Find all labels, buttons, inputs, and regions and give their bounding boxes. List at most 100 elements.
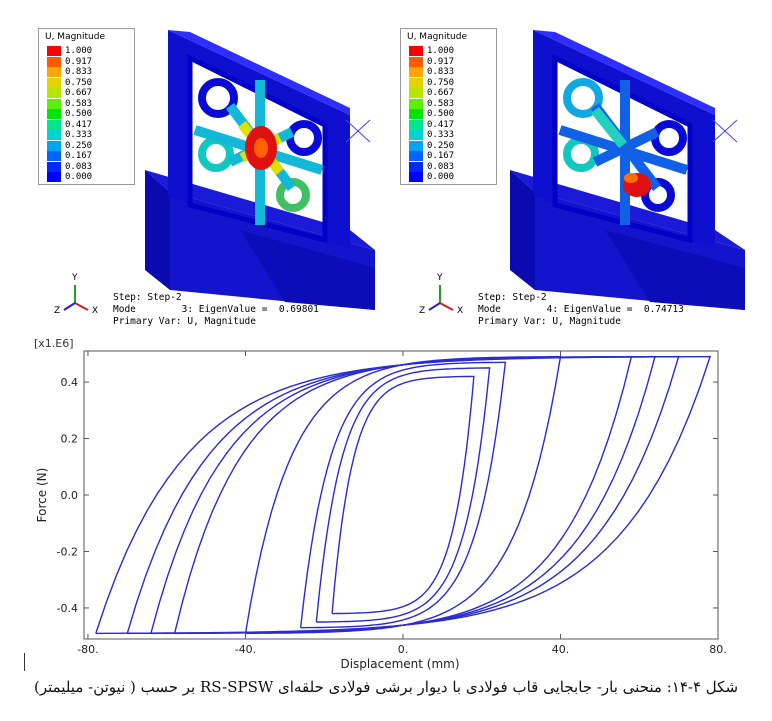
legend-entry: 0.750 <box>409 77 455 89</box>
legend-value: 0.833 <box>65 67 93 78</box>
legend-entry: 0.833 <box>409 67 454 78</box>
variable-info: Primary Var: U, Magnitude <box>478 316 621 327</box>
legend-entry: 0.417 <box>47 119 93 131</box>
hysteresis-chart: [x1.E6] -80. -40. 0. 40. 80. 0.4 0.2 0.0 -0.2 -0… <box>34 337 727 671</box>
step-info: Step: Step-2 <box>478 292 547 303</box>
legend-entry: 1.000 <box>47 46 92 57</box>
legend-value: 0.500 <box>65 109 93 120</box>
legend-swatch <box>409 67 423 78</box>
legend-swatch <box>409 46 423 57</box>
legend-entry: 0.333 <box>409 130 454 141</box>
legend-value: 0.000 <box>427 172 455 183</box>
legend-swatch <box>47 46 61 57</box>
legend-swatch <box>47 109 61 120</box>
legend-value: 0.417 <box>65 119 93 130</box>
triad-y-label: Y <box>437 273 443 283</box>
legend-swatch <box>409 56 423 67</box>
legend-swatch <box>409 161 423 172</box>
legend-value: 0.833 <box>427 67 455 78</box>
legend-swatch <box>47 77 61 88</box>
triad-x-label: X <box>457 306 464 316</box>
legend-swatch <box>409 151 423 162</box>
legend-entry: 0.417 <box>409 119 455 131</box>
legend-value: 0.583 <box>65 98 93 109</box>
triad-y-label: Y <box>72 273 78 283</box>
legend-entry: 0.583 <box>47 98 93 110</box>
legend-entry: 1.000 <box>409 46 454 57</box>
step-info: Step: Step-2 <box>113 292 182 303</box>
legend-value: 0.667 <box>65 88 93 99</box>
legend-entry: 0.167 <box>47 151 92 162</box>
fem-panel-mode-3: U, Magnitude 1.000 0.917 0.833 0.750 0.667 0.… <box>30 20 390 335</box>
legend-swatch <box>409 88 423 99</box>
legend-value: 0.750 <box>427 77 455 88</box>
legend-entry: 0.500 <box>47 109 92 120</box>
legend-swatch <box>409 172 423 183</box>
legend-value: 0.583 <box>427 98 455 109</box>
legend-value: 0.333 <box>65 130 93 141</box>
hysteresis-loop <box>315 367 491 623</box>
hysteresis-loop <box>173 355 633 635</box>
legend-swatch <box>47 172 61 183</box>
legend-value: 0.083 <box>427 161 455 172</box>
legend-entry: 0.000 <box>409 172 454 183</box>
legend-swatch <box>409 130 423 141</box>
legend-title: U, Magnitude <box>407 32 467 42</box>
fem-panel-mode-4: U, Magnitude 1.000 0.917 0.833 0.750 0.667 0.… <box>395 20 765 335</box>
legend-entry: 0.583 <box>409 98 455 110</box>
x-tick-label: -40. <box>235 643 256 656</box>
legend-mode-3: U, Magnitude 1.000 0.917 0.833 0.750 0.667 0.… <box>38 28 135 185</box>
y-tick-label: -0.4 <box>57 602 78 615</box>
legend-value: 0.667 <box>427 88 455 99</box>
legend-value: 0.333 <box>427 130 455 141</box>
y-tick-label: 0.4 <box>61 376 79 389</box>
legend-entry: 0.083 <box>47 161 93 173</box>
x-tick-label: 0. <box>398 643 409 656</box>
y-axis-label: Force (N) <box>35 468 49 523</box>
mode-info: Mode 3: EigenValue = 0.69801 <box>113 304 319 315</box>
legend-swatch <box>47 56 61 67</box>
legend-value: 0.417 <box>427 119 455 130</box>
legend-entry: 0.917 <box>47 56 93 68</box>
legend-swatch <box>409 119 423 130</box>
fem-model-mode-3 <box>63 30 375 311</box>
y-tick-label: -0.2 <box>57 545 78 558</box>
legend-swatch <box>409 77 423 88</box>
legend-value: 0.917 <box>427 56 455 67</box>
hysteresis-loop <box>126 355 680 635</box>
hysteresis-loop <box>95 355 712 635</box>
legend-value: 0.500 <box>427 109 455 120</box>
legend-swatch <box>47 88 61 99</box>
hysteresis-loop <box>150 355 656 635</box>
legend-swatch <box>47 140 61 151</box>
triad-z-label: Z <box>54 306 61 316</box>
legend-entry: 0.833 <box>47 67 92 78</box>
legend-entry: 0.083 <box>409 161 455 173</box>
x-axis-label: Displacement (mm) <box>340 657 459 671</box>
legend-swatch <box>47 151 61 162</box>
x-tick-label: -80. <box>77 643 98 656</box>
legend-title: U, Magnitude <box>45 32 105 42</box>
triad-z-label: Z <box>419 306 426 316</box>
x-tick-label: 80. <box>709 643 727 656</box>
hysteresis-loop <box>299 361 507 629</box>
legend-entry: 0.750 <box>47 77 93 89</box>
legend-swatch <box>409 98 423 109</box>
legend-entry: 0.333 <box>47 130 92 141</box>
legend-entry: 0.917 <box>409 56 455 68</box>
hysteresis-loop <box>244 355 562 635</box>
y-tick-label: 0.2 <box>61 433 79 446</box>
legend-value: 0.167 <box>65 151 93 162</box>
legend-value: 0.083 <box>65 161 93 172</box>
mode-info: Mode 4: EigenValue = 0.74713 <box>478 304 684 315</box>
legend-mode-4: U, Magnitude 1.000 0.917 0.833 0.750 0.667 0.… <box>400 28 497 185</box>
variable-info: Primary Var: U, Magnitude <box>113 316 256 327</box>
fem-model-mode-4 <box>428 30 745 311</box>
legend-swatch <box>47 67 61 78</box>
legend-entry: 0.667 <box>409 88 454 99</box>
legend-value: 0.750 <box>65 77 93 88</box>
legend-value: 0.917 <box>65 56 93 67</box>
legend-entry: 0.250 <box>409 140 454 152</box>
multiplier-label: [x1.E6] <box>34 337 74 350</box>
triad-x-label: X <box>92 306 99 316</box>
